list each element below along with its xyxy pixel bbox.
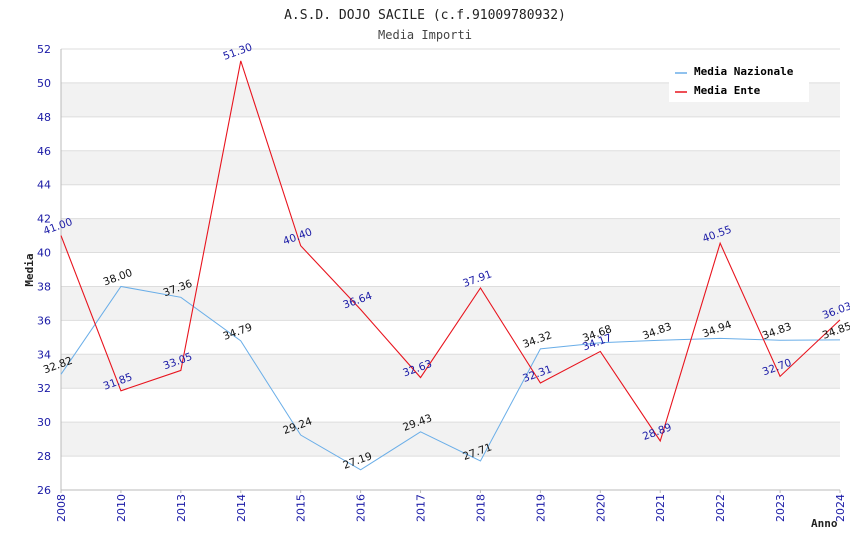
grid-band (61, 286, 840, 321)
data-label-media-nazionale: 34.79 (222, 321, 254, 343)
y-tick-label: 48 (37, 111, 51, 124)
legend-box (669, 60, 809, 102)
data-label-media-nazionale: 34.94 (701, 319, 734, 341)
data-label-media-nazionale: 34.83 (761, 321, 793, 343)
legend-label-media-ente: Media Ente (694, 84, 761, 97)
series-line-media-nazionale (60, 285, 841, 471)
x-tick-label: 2014 (235, 494, 248, 522)
y-tick-label: 28 (37, 450, 51, 463)
x-tick-label: 2017 (415, 494, 428, 522)
y-axis-label: Media (23, 253, 36, 286)
y-ticks: 26 28 30 32 34 36 38 40 42 44 46 48 50 52 (37, 43, 51, 497)
x-tick-label: 2023 (774, 494, 787, 522)
y-tick-label: 52 (37, 43, 51, 56)
x-tick-label: 2013 (175, 494, 188, 522)
legend: Media Nazionale Media Ente (669, 60, 809, 102)
y-tick-label: 36 (37, 314, 51, 327)
grid-band (61, 354, 840, 389)
grid-bands (61, 82, 840, 457)
grid-band (61, 150, 840, 185)
y-tick-label: 32 (37, 382, 51, 395)
grid-band (61, 218, 840, 253)
x-tick-label: 2016 (355, 494, 368, 522)
x-tick-label: 2020 (594, 494, 607, 522)
x-tick-label: 2019 (534, 494, 547, 522)
x-tick-label: 2018 (474, 494, 487, 522)
x-tick-label: 2008 (55, 494, 68, 522)
series-lines (60, 60, 841, 471)
x-tick-label: 2021 (654, 494, 667, 522)
chart-subtitle: Media Importi (378, 28, 472, 42)
x-tick-label: 2015 (295, 494, 308, 522)
y-tick-label: 34 (37, 348, 51, 361)
data-label-media-nazionale: 38.00 (102, 267, 134, 289)
data-label-media-ente: 51.30 (222, 41, 254, 63)
data-label-media-nazionale: 34.83 (641, 321, 673, 343)
grid-band (61, 422, 840, 457)
y-tick-label: 42 (37, 213, 51, 226)
y-tick-label: 44 (37, 179, 51, 192)
axes (60, 49, 840, 491)
y-tick-label: 50 (37, 77, 51, 90)
x-tick-label: 2024 (834, 494, 847, 522)
y-tick-label: 46 (37, 145, 51, 158)
y-tick-label: 26 (37, 484, 51, 497)
legend-label-media-nazionale: Media Nazionale (694, 65, 794, 78)
x-tick-label: 2022 (714, 494, 727, 522)
y-tick-label: 30 (37, 416, 51, 429)
y-tick-label: 40 (37, 247, 51, 260)
y-tick-label: 38 (37, 280, 51, 293)
x-tick-label: 2010 (115, 494, 128, 522)
series-line-media-ente (60, 60, 841, 443)
x-ticks: 2008 2010 2013 2014 2015 2016 2017 2018 2019 2020… (55, 490, 847, 522)
x-axis-label: Anno (811, 517, 838, 530)
chart-title: A.S.D. DOJO SACILE (c.f.91009780932) (284, 8, 566, 23)
